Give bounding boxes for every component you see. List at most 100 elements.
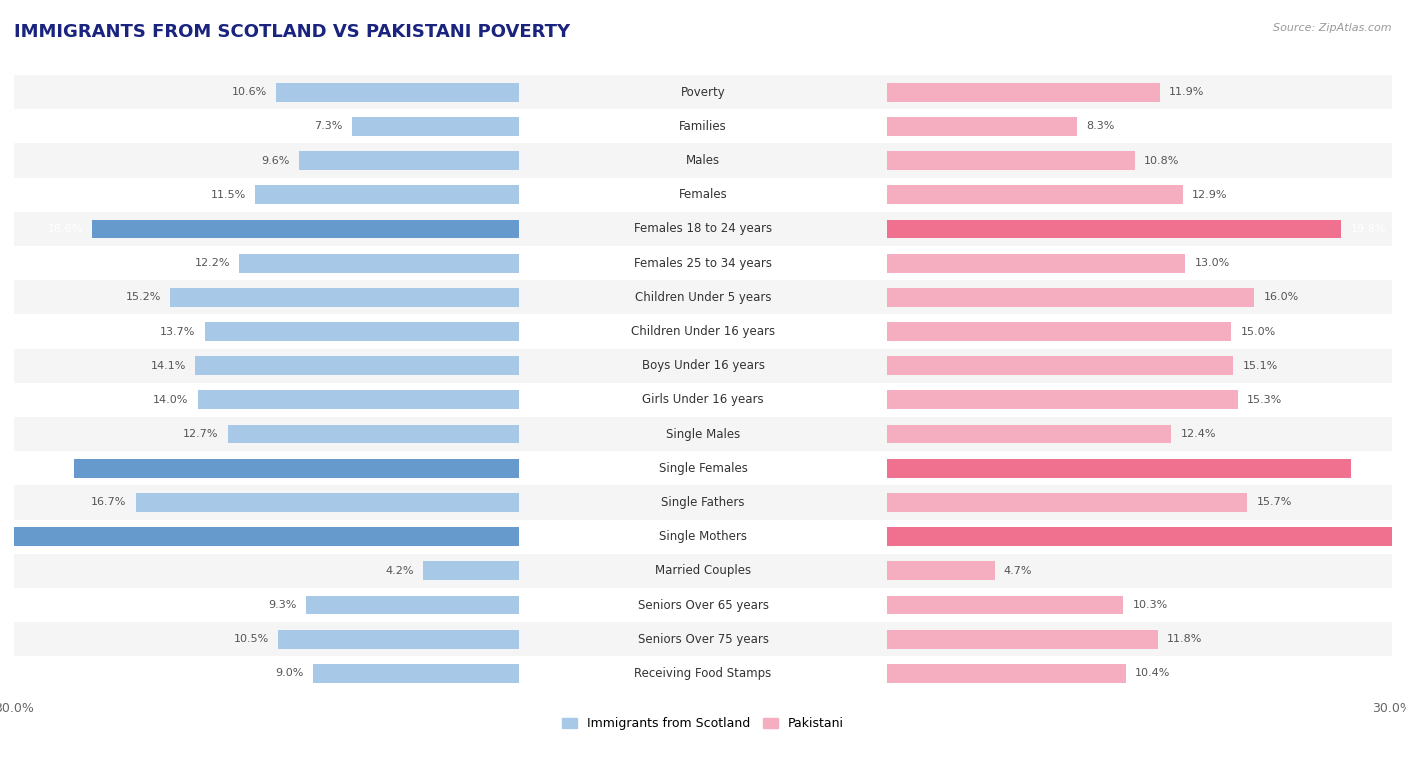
Text: 12.4%: 12.4% <box>1181 429 1216 439</box>
Bar <box>14 143 1392 177</box>
Bar <box>312 664 519 683</box>
Text: 10.8%: 10.8% <box>1144 155 1180 165</box>
Text: 13.0%: 13.0% <box>1195 258 1230 268</box>
Text: 10.3%: 10.3% <box>1132 600 1168 610</box>
Text: 14.0%: 14.0% <box>153 395 188 405</box>
Bar <box>0 528 519 546</box>
Text: 20.2%: 20.2% <box>1360 463 1395 473</box>
Text: 15.2%: 15.2% <box>125 293 162 302</box>
Text: 10.4%: 10.4% <box>1135 669 1170 678</box>
Text: 4.7%: 4.7% <box>1004 566 1032 576</box>
Bar <box>887 254 1185 273</box>
Bar <box>305 596 519 615</box>
Text: 8.3%: 8.3% <box>1087 121 1115 131</box>
Bar <box>14 349 1392 383</box>
Bar <box>887 459 1351 478</box>
Bar <box>299 151 519 170</box>
Text: 9.0%: 9.0% <box>276 669 304 678</box>
Text: Males: Males <box>686 154 720 167</box>
Text: Females: Females <box>679 188 727 201</box>
Text: 19.4%: 19.4% <box>30 463 65 473</box>
Bar <box>887 117 1077 136</box>
Bar <box>14 109 1392 143</box>
Bar <box>14 588 1392 622</box>
Text: Single Fathers: Single Fathers <box>661 496 745 509</box>
Text: 15.0%: 15.0% <box>1240 327 1275 337</box>
Text: 18.6%: 18.6% <box>48 224 83 234</box>
Text: Children Under 16 years: Children Under 16 years <box>631 325 775 338</box>
Bar <box>887 356 1233 375</box>
Bar <box>239 254 519 273</box>
Bar <box>887 151 1135 170</box>
Text: 9.6%: 9.6% <box>262 155 290 165</box>
Text: 12.7%: 12.7% <box>183 429 218 439</box>
Bar <box>14 246 1392 280</box>
Text: Children Under 5 years: Children Under 5 years <box>634 291 772 304</box>
Text: 11.5%: 11.5% <box>211 190 246 199</box>
Bar <box>423 562 519 581</box>
Text: 19.8%: 19.8% <box>1351 224 1386 234</box>
Bar <box>205 322 519 341</box>
Bar <box>73 459 519 478</box>
Text: Girls Under 16 years: Girls Under 16 years <box>643 393 763 406</box>
Text: 7.3%: 7.3% <box>314 121 343 131</box>
Bar <box>136 493 519 512</box>
Bar <box>14 485 1392 519</box>
Bar <box>14 451 1392 485</box>
Text: Poverty: Poverty <box>681 86 725 99</box>
Text: 11.8%: 11.8% <box>1167 634 1202 644</box>
Text: 16.7%: 16.7% <box>91 497 127 507</box>
Text: Single Mothers: Single Mothers <box>659 530 747 543</box>
Bar <box>14 383 1392 417</box>
Text: 10.5%: 10.5% <box>233 634 269 644</box>
Text: 16.0%: 16.0% <box>1264 293 1299 302</box>
Bar <box>14 315 1392 349</box>
Text: 14.1%: 14.1% <box>150 361 186 371</box>
Bar <box>14 656 1392 691</box>
Text: 15.1%: 15.1% <box>1243 361 1278 371</box>
Bar <box>195 356 519 375</box>
Bar <box>170 288 519 307</box>
Bar <box>887 528 1406 546</box>
Bar <box>887 424 1171 443</box>
Bar <box>887 390 1239 409</box>
Bar <box>887 185 1182 204</box>
Bar <box>14 554 1392 588</box>
Text: 10.6%: 10.6% <box>232 87 267 97</box>
Bar <box>887 596 1123 615</box>
Text: Females 25 to 34 years: Females 25 to 34 years <box>634 257 772 270</box>
Text: IMMIGRANTS FROM SCOTLAND VS PAKISTANI POVERTY: IMMIGRANTS FROM SCOTLAND VS PAKISTANI PO… <box>14 23 571 41</box>
Bar <box>278 630 519 649</box>
Bar <box>93 220 519 238</box>
Text: Single Males: Single Males <box>666 428 740 440</box>
Bar <box>887 288 1254 307</box>
Text: 12.9%: 12.9% <box>1192 190 1227 199</box>
Text: 9.3%: 9.3% <box>269 600 297 610</box>
Bar <box>276 83 519 102</box>
Bar <box>254 185 519 204</box>
Text: 15.3%: 15.3% <box>1247 395 1282 405</box>
Bar <box>14 75 1392 109</box>
Bar <box>198 390 519 409</box>
Bar <box>352 117 519 136</box>
Text: Females 18 to 24 years: Females 18 to 24 years <box>634 222 772 236</box>
Text: Boys Under 16 years: Boys Under 16 years <box>641 359 765 372</box>
Bar <box>14 211 1392 246</box>
Text: 12.2%: 12.2% <box>194 258 231 268</box>
Bar <box>228 424 519 443</box>
Bar <box>887 220 1341 238</box>
Text: Seniors Over 75 years: Seniors Over 75 years <box>637 633 769 646</box>
Bar <box>887 493 1247 512</box>
Text: Families: Families <box>679 120 727 133</box>
Bar <box>887 83 1160 102</box>
Text: Source: ZipAtlas.com: Source: ZipAtlas.com <box>1274 23 1392 33</box>
Bar <box>887 630 1157 649</box>
Bar <box>887 664 1126 683</box>
Legend: Immigrants from Scotland, Pakistani: Immigrants from Scotland, Pakistani <box>557 713 849 735</box>
Bar <box>887 322 1232 341</box>
Text: Receiving Food Stamps: Receiving Food Stamps <box>634 667 772 680</box>
Text: Married Couples: Married Couples <box>655 565 751 578</box>
Bar <box>14 622 1392 656</box>
Bar <box>887 562 994 581</box>
Text: 15.7%: 15.7% <box>1257 497 1292 507</box>
